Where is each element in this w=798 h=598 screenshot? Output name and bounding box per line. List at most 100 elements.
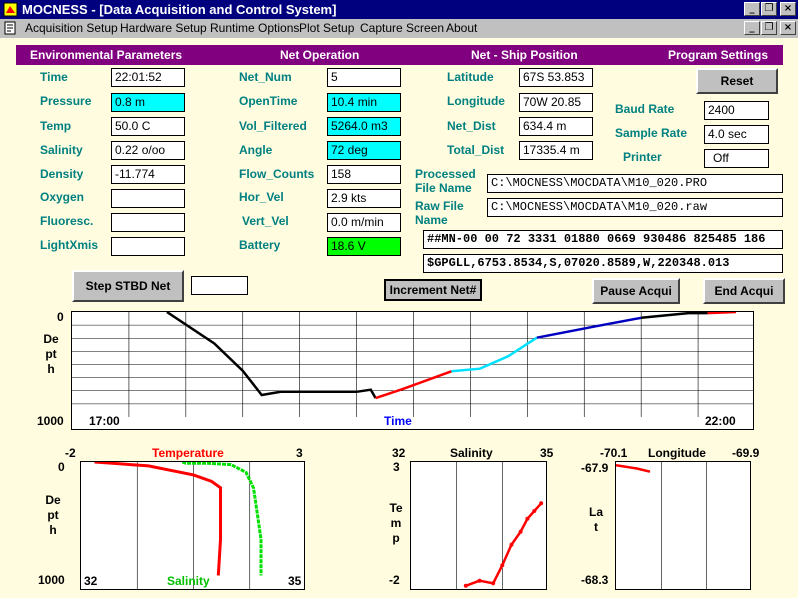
net-vertvel-field: 0.0 m/min [327,213,401,232]
net-label-num: Net_Num [239,70,292,84]
ts-temperature-line [94,462,222,576]
net-label-vertvel: Vert_Vel [242,214,289,228]
net-label-angle: Angle [239,143,273,157]
env-temp-field: 50.0 C [111,117,185,136]
net-label-battery: Battery [239,238,281,252]
ll-xmin: -70.1 [600,446,628,460]
menu-capture-screen[interactable]: Capture Screen [360,21,445,35]
title-bar: MOCNESS - [Data Acquisition and Control … [0,0,798,19]
child-minimize-button[interactable]: _ [744,21,760,35]
salinity-temp-plot [410,461,547,590]
pos-totaldist-field: 17335.4 m [519,141,593,160]
env-label-lightxmis: LightXmis [40,238,99,252]
net-num-field: 5 [327,68,401,87]
printer-label: Printer [623,150,662,164]
raw-data-line-1: ##MN-00 00 72 3331 01880 0669 930486 825… [423,230,783,249]
track-series-1 [375,370,452,400]
close-button[interactable]: × [780,2,796,16]
st-trace [465,502,543,587]
ll-track-line [616,463,651,473]
raw-file-field: C:\MOCNESS\MOCDATA\M10_020.raw [487,198,783,217]
ll-ybottom-label: -68.3 [581,573,609,587]
step-net-field[interactable] [191,276,248,295]
track-xleft-label: 17:00 [89,414,120,428]
pause-acqui-button[interactable]: Pause Acqui [592,278,680,304]
ts-ylabel: Depth [45,493,61,537]
pos-label-netdist: Net_Dist [447,119,496,133]
net-label-volume: Vol_Filtered [239,119,307,133]
env-label-time: Time [40,70,68,84]
track-ybottom-label: 1000 [37,414,64,428]
st-xmin: 32 [392,446,406,460]
track-series-2 [451,336,538,373]
env-label-oxygen: Oxygen [40,190,85,204]
child-restore-button[interactable]: ❐ [761,21,777,35]
reset-button[interactable]: Reset [696,68,778,94]
printer-field[interactable]: Off [704,149,769,168]
env-time-field: 22:01:52 [111,68,185,87]
pos-label-latitude: Latitude [447,70,494,84]
header-net-operation: Net Operation [280,48,360,62]
menu-about[interactable]: About [446,21,478,35]
app-icon [3,2,18,17]
st-title: Salinity [450,446,493,460]
env-label-fluoresc: Fluoresc. [40,214,94,228]
baud-rate-field[interactable]: 2400 [704,101,769,120]
net-label-opentime: OpenTime [239,94,298,108]
section-header: Environmental Parameters Net Operation N… [16,45,783,65]
env-label-temp: Temp [40,119,72,133]
track-series-4 [641,312,708,320]
menu-runtime-options[interactable]: Runtime Options [210,21,300,35]
baud-rate-label: Baud Rate [615,102,675,116]
longitude-latitude-plot [615,461,751,590]
increment-net-button[interactable]: Increment Net# [384,279,482,301]
pos-longitude-field: 70W 20.85 [519,93,593,112]
menu-plot-setup[interactable]: Plot Setup [299,21,355,35]
net-battery-field: 18.6 V [327,237,401,256]
track-xright-label: 22:00 [705,414,736,428]
ts-temp-label: Temperature [152,446,224,460]
document-icon[interactable] [3,21,19,36]
header-environmental: Environmental Parameters [30,48,183,62]
env-oxygen-field [111,189,185,208]
ts-salinity-line [181,462,263,576]
env-lightxmis-field [111,237,185,256]
raw-data-line-2: $GPGLL,6753.8534,S,07020.8589,W,220348.0… [423,254,783,273]
track-xlabel: Time [384,414,412,428]
net-volume-field: 5264.0 m3 [327,117,401,136]
net-label-flow: Flow_Counts [239,167,315,181]
track-series-5 [707,312,737,315]
ts-sal-label: Salinity [167,574,210,588]
restore-button[interactable]: ❐ [761,2,777,16]
end-acqui-button[interactable]: End Acqui [703,278,785,304]
st-xmax: 35 [540,446,554,460]
window-title: MOCNESS - [Data Acquisition and Control … [22,2,337,17]
step-stbd-net-button[interactable]: Step STBD Net [72,270,184,302]
temp-salinity-depth-plot [80,461,305,590]
menu-hardware-setup[interactable]: Hardware Setup [120,21,207,35]
header-net-ship-position: Net - Ship Position [471,48,578,62]
ts-sal-min: 32 [84,574,98,588]
env-fluoresc-field [111,213,185,232]
net-flow-field: 158 [327,165,401,184]
net-opentime-field: 10.4 min [327,93,401,112]
track-series-0 [166,312,377,399]
pos-netdist-field: 634.4 m [519,117,593,136]
sample-rate-field[interactable]: 4.0 sec [704,125,769,144]
st-ytop-label: 3 [393,460,400,474]
raw-file-label: Raw File Name [415,199,464,227]
ll-ylabel: Lat [588,505,603,534]
ll-title: Longitude [648,446,706,460]
track-ylabel: Depth [43,332,59,376]
pos-latitude-field: 67S 53.853 [519,68,593,87]
minimize-button[interactable]: _ [744,2,760,16]
ts-temp-min: -2 [65,446,76,460]
st-ylabel: Temp [389,501,403,545]
track-ytop-label: 0 [57,310,64,324]
env-label-pressure: Pressure [40,94,92,108]
depth-time-plot [71,311,754,430]
menu-acquisition-setup[interactable]: Acquisition Setup [25,21,118,35]
env-label-salinity: Salinity [40,143,83,157]
child-close-button[interactable]: × [780,21,796,35]
pos-label-totaldist: Total_Dist [447,143,505,157]
